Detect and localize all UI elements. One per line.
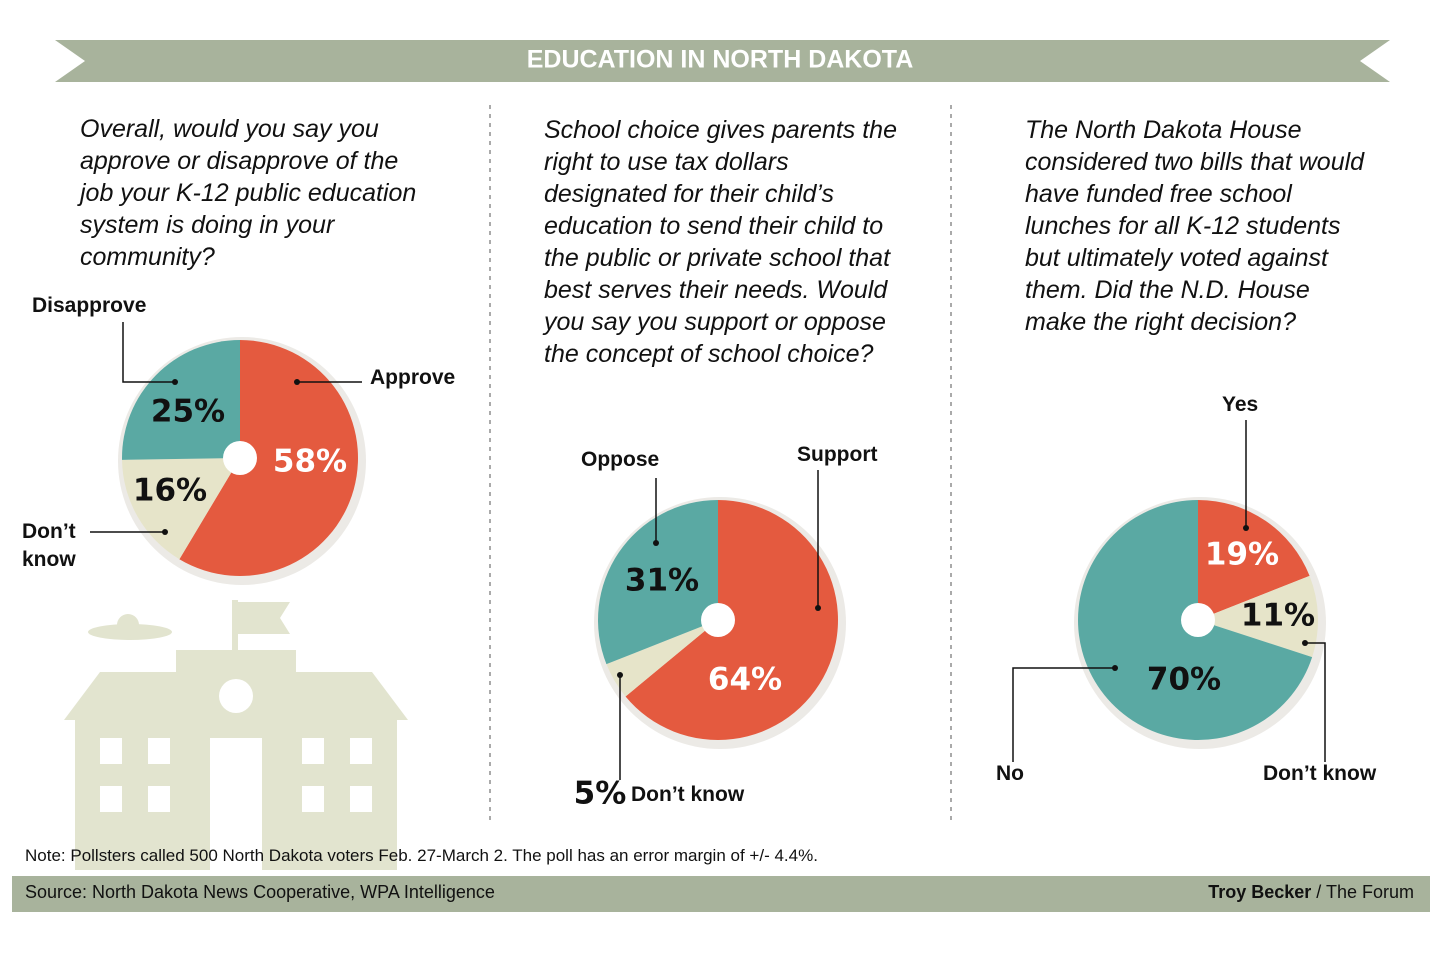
question: School choice gives parents the right to… [544,116,897,368]
category-label: Don’t know [22,520,76,571]
pie-slice [179,340,358,576]
leader-dot [294,379,300,385]
pie-slice [1198,575,1318,658]
pie-hole [1181,603,1215,637]
category-label: Yes [1222,393,1259,416]
value-label: 64% [708,662,782,698]
value-label: 25% [151,394,225,430]
category-label: Oppose [581,448,660,471]
pie-slice [122,340,240,460]
value-label: 19% [1205,537,1279,573]
category-label: No [996,762,1024,785]
credit-name: Troy Becker [1208,882,1312,902]
pie-slice [597,499,718,665]
category-label: Approve [370,366,456,389]
school-windows [100,679,372,870]
leader-dot [1243,525,1249,531]
title-banner [55,40,1390,82]
leader-line [1012,667,1115,762]
leader-dot [815,605,821,611]
note: Note: Pollsters called 500 North Dakota … [25,846,818,865]
leader-dot [1302,640,1308,646]
value-label: 70% [1147,662,1221,698]
source-bar [12,876,1430,912]
value-label: 16% [133,473,207,509]
leader-dot [653,540,659,546]
leader-line [1305,642,1326,762]
leader-dot [162,529,168,535]
pie-hole [223,441,257,475]
leader-dot [1112,665,1118,671]
leader-line [122,322,175,383]
pie-slice [606,620,718,697]
category-label: Don’t know [631,783,745,806]
pie-hole [701,603,735,637]
category-label: Don’t know [1263,762,1377,785]
value-label: 58% [273,444,347,480]
source: Source: North Dakota News Cooperative, W… [25,882,495,902]
category-label: Disapprove [32,294,147,317]
value-label: 31% [625,563,699,599]
value-label: 5% [574,776,627,812]
question: The North Dakota House considered two bi… [1025,116,1365,336]
credit: Troy Becker / The Forum [1208,882,1414,903]
leader-dot [617,672,623,678]
pie-slice [122,458,240,560]
credit-outlet: / The Forum [1316,882,1414,902]
category-label: Support [797,443,878,466]
title: EDUCATION IN NORTH DAKOTA [527,46,914,74]
pie-slice [1198,500,1310,620]
leader-dot [172,379,178,385]
question: Overall, would you say you approve or di… [80,115,417,271]
value-label: 11% [1241,598,1315,634]
